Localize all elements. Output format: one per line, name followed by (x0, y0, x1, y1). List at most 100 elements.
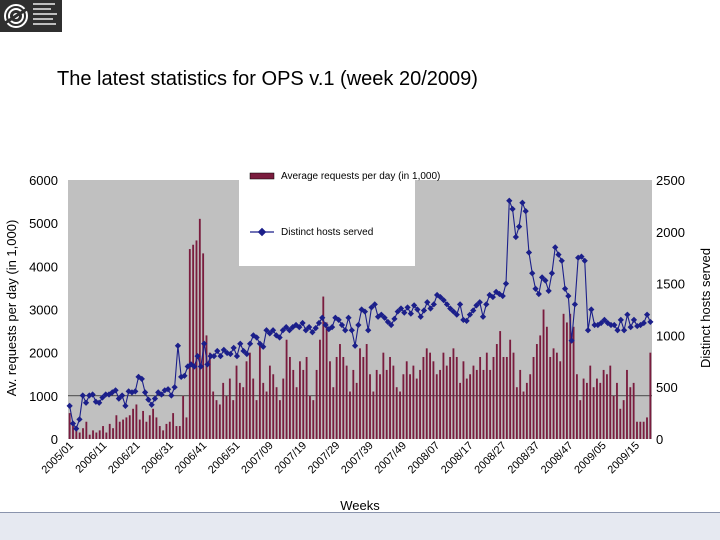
requests-bar (172, 413, 175, 439)
requests-bar (505, 356, 508, 439)
requests-bar (95, 432, 98, 439)
requests-bar (339, 344, 341, 439)
hosts-point (312, 325, 319, 332)
hosts-point (453, 311, 460, 318)
hosts-point (499, 292, 506, 300)
hosts-point (263, 327, 270, 334)
requests-bar (559, 361, 562, 439)
requests-bar (632, 382, 635, 439)
requests-bar (72, 426, 74, 439)
requests-bar (612, 395, 615, 439)
requests-bar (198, 218, 201, 439)
requests-bar (422, 356, 425, 439)
requests-bar (188, 249, 191, 439)
requests-bar (392, 365, 395, 439)
requests-bar (222, 382, 225, 439)
requests-bar (85, 421, 88, 439)
requests-bar (309, 395, 311, 439)
x-tick-label: 2008/07 (406, 440, 443, 477)
hosts-point (279, 327, 287, 334)
hosts-point (617, 316, 624, 323)
requests-bar (395, 387, 398, 439)
requests-bar (152, 408, 155, 439)
x-tick-label: 2006/21 (106, 440, 143, 477)
requests-bar (405, 361, 408, 439)
page-title: The latest statistics for OPS v.1 (week … (57, 68, 478, 90)
requests-bar (135, 404, 138, 439)
requests-bar (178, 426, 181, 439)
requests-bar (636, 421, 638, 439)
requests-bar (622, 400, 625, 439)
hosts-point (394, 308, 401, 315)
requests-bar (489, 369, 492, 439)
hosts-point (338, 321, 346, 329)
requests-bar (649, 352, 652, 439)
hosts-point (598, 319, 605, 327)
requests-bar (162, 430, 165, 439)
requests-bar (282, 378, 285, 439)
requests-bar (329, 361, 331, 439)
hosts-point (397, 305, 405, 312)
requests-bar (606, 374, 608, 439)
hosts-point (427, 305, 434, 312)
hosts-point (643, 311, 651, 318)
requests-bar (575, 374, 578, 439)
requests-bar (125, 417, 128, 439)
requests-bar (122, 419, 124, 439)
requests-bar (412, 365, 415, 439)
hosts-point (414, 306, 421, 313)
requests-bar (522, 391, 525, 439)
requests-bar (128, 415, 131, 439)
hosts-point (269, 327, 277, 334)
hosts-point (355, 321, 362, 329)
requests-bar (442, 352, 445, 439)
hosts-point (479, 313, 487, 320)
requests-bar (562, 313, 565, 439)
requests-bar (245, 361, 248, 439)
requests-bar (569, 313, 572, 439)
left-tick-label: 2000 (29, 346, 58, 361)
requests-bar (532, 356, 535, 439)
requests-bar (228, 378, 231, 439)
hosts-point (447, 305, 454, 312)
requests-bar (192, 244, 195, 439)
hosts-point (411, 302, 418, 309)
requests-bar (545, 326, 548, 439)
requests-bar (315, 369, 318, 439)
requests-bar (225, 395, 228, 439)
x-tick-label: 2006/51 (206, 440, 243, 477)
footer-bar (0, 512, 720, 540)
requests-bar (255, 400, 258, 439)
requests-bar (539, 335, 542, 439)
requests-bar (592, 387, 595, 439)
hosts-point (335, 316, 342, 323)
requests-bar (369, 374, 371, 439)
x-tick-label: 2009/05 (572, 440, 609, 477)
requests-bar (552, 348, 555, 439)
hosts-point (296, 324, 303, 331)
requests-bar (492, 356, 495, 439)
hosts-point (322, 321, 329, 329)
hosts-point (630, 316, 638, 323)
requests-bar (248, 352, 251, 439)
requests-bar (609, 365, 612, 439)
right-tick-label: 500 (656, 380, 678, 395)
requests-bar (579, 400, 582, 439)
requests-bar (462, 361, 465, 439)
hosts-point (283, 324, 290, 331)
requests-bar (332, 387, 335, 439)
requests-bar (375, 369, 378, 439)
x-axis-label: Weeks (340, 498, 380, 512)
requests-bar (262, 382, 265, 439)
hosts-point (450, 308, 457, 315)
legend: Average requests per day (in 1,000) Dist… (239, 168, 440, 266)
requests-bar (565, 322, 568, 439)
hosts-point (404, 304, 411, 311)
requests-bar (155, 417, 158, 439)
requests-bar (389, 356, 391, 439)
requests-bar (415, 378, 418, 439)
requests-bar (549, 356, 552, 439)
requests-bar (349, 391, 351, 439)
requests-bar (205, 335, 208, 439)
hosts-point (302, 327, 309, 334)
